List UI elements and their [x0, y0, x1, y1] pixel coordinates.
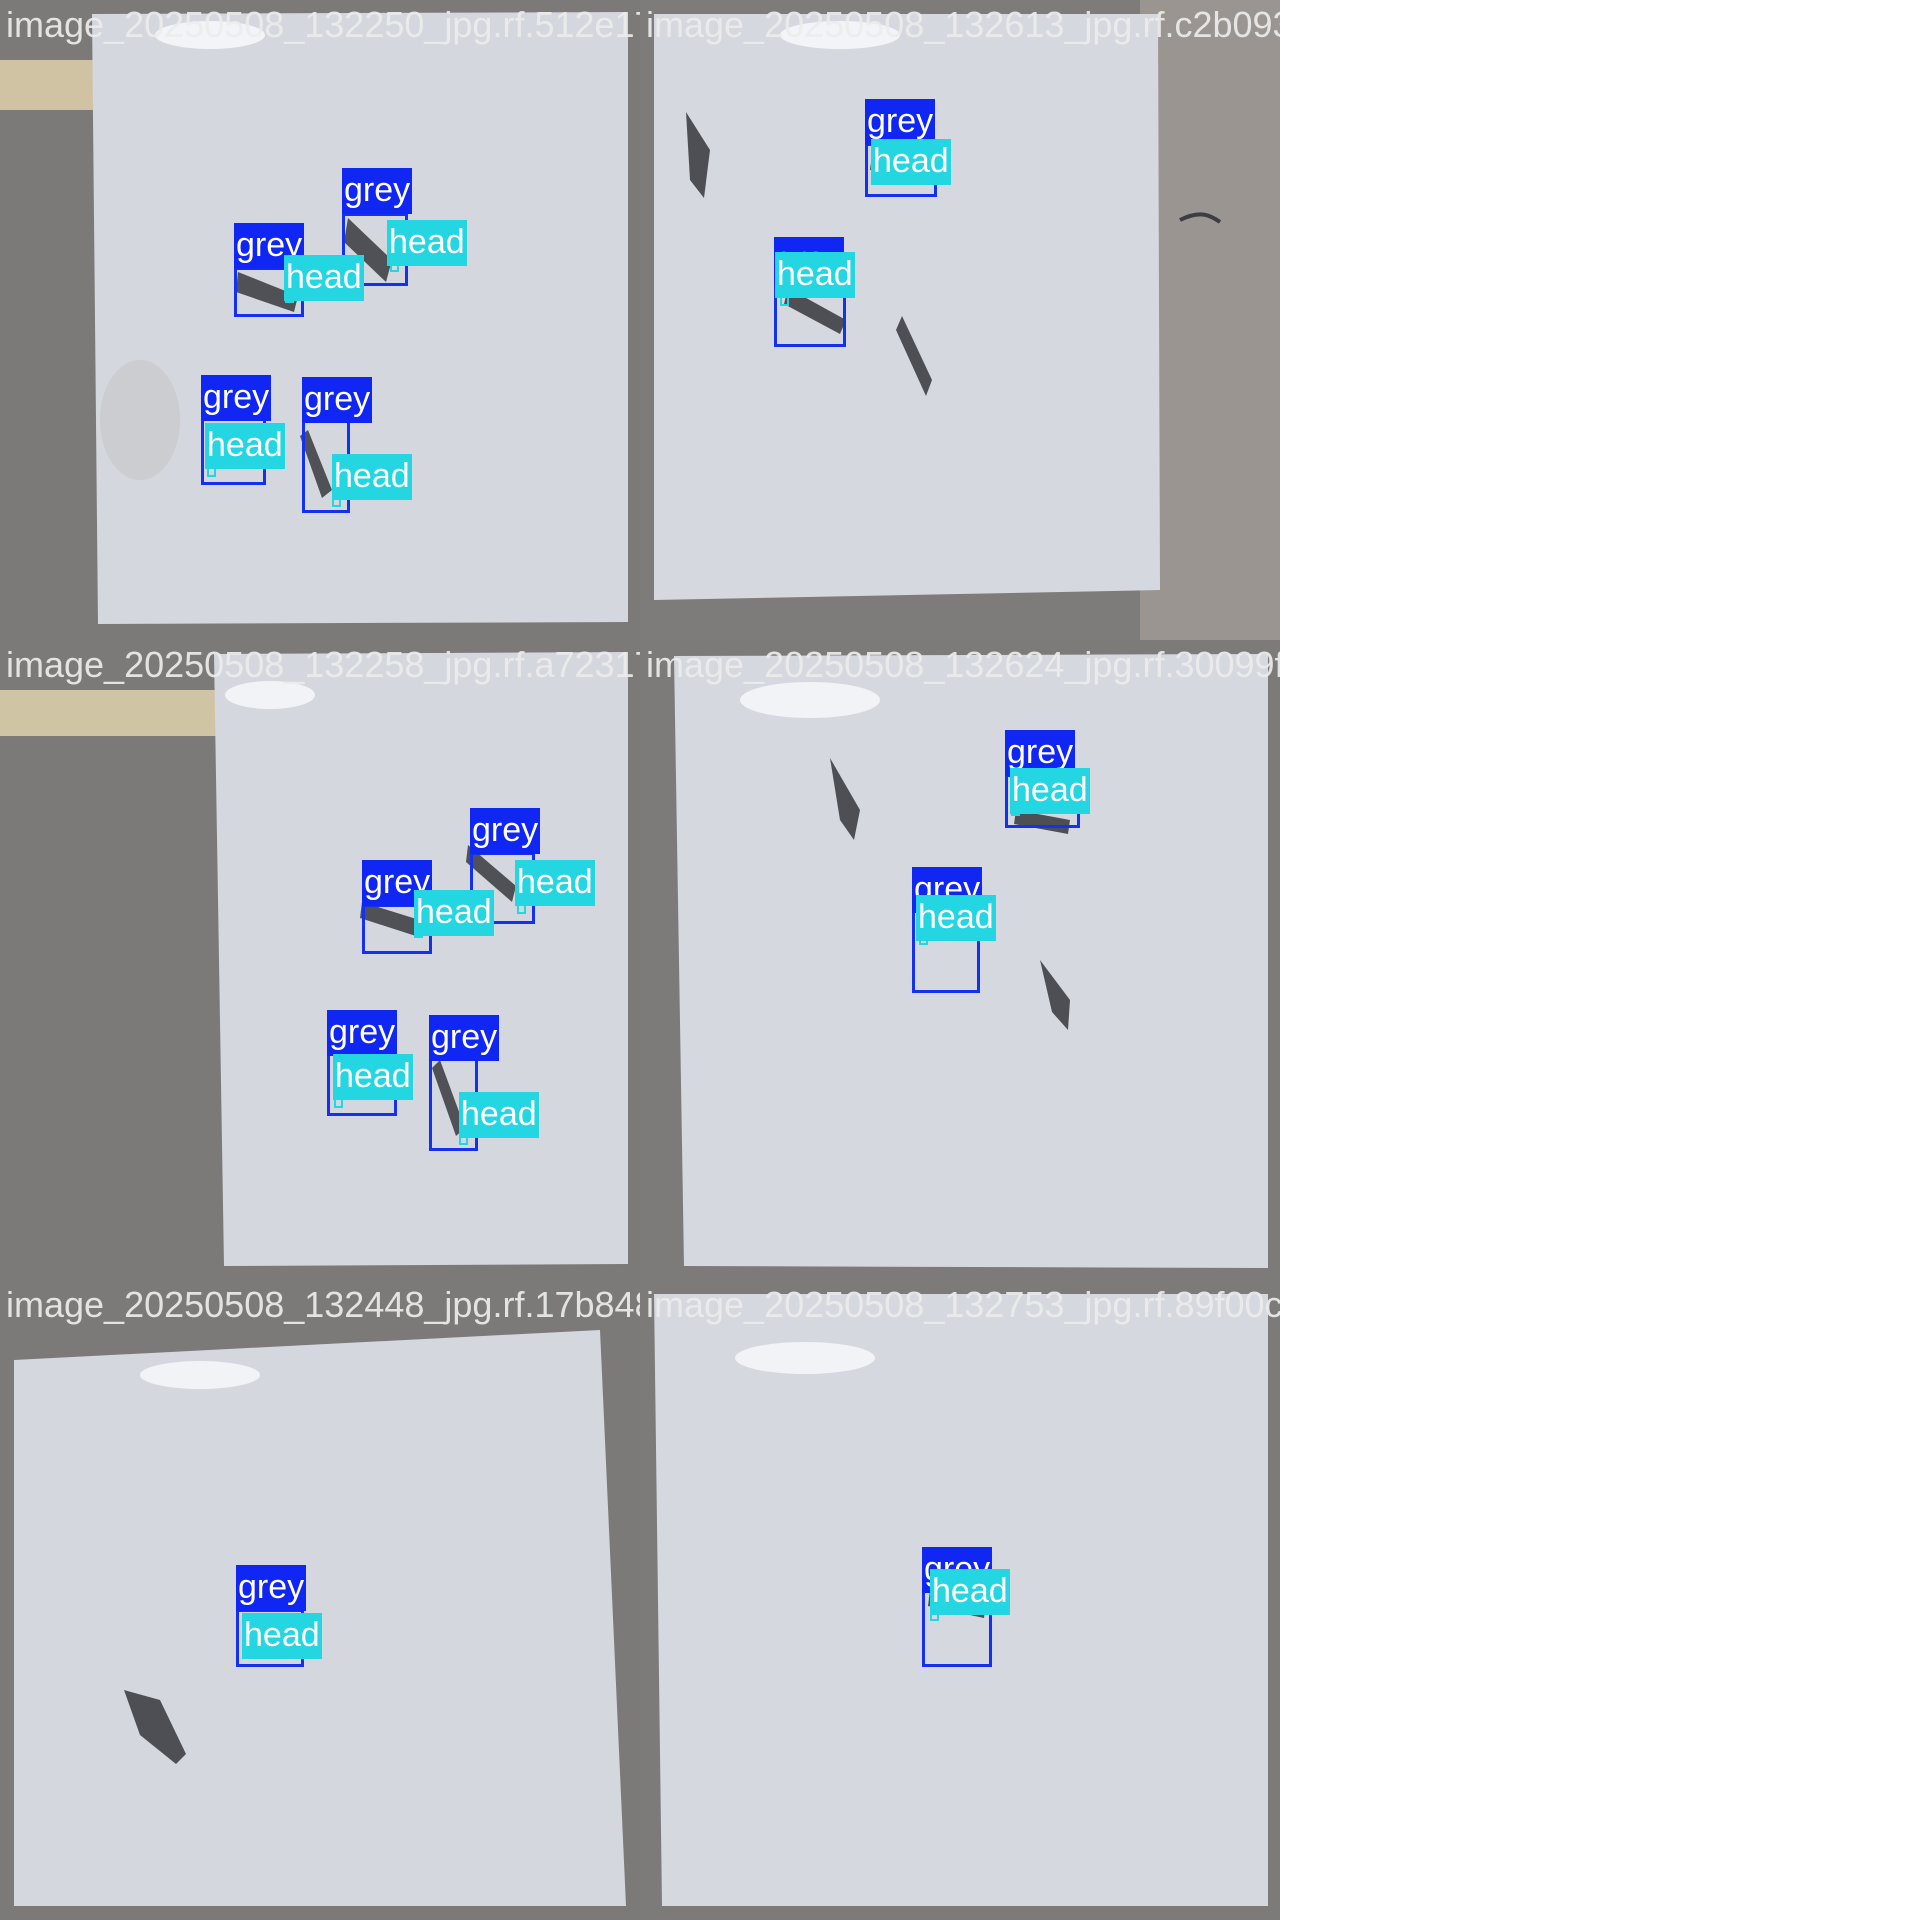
head-label: head: [775, 252, 855, 298]
head-label: head: [871, 139, 951, 185]
image-filename: image_20250508_132448_jpg.rf.17b848544d3: [6, 1284, 640, 1325]
head-label: head: [332, 454, 412, 500]
head-label: head: [515, 860, 595, 906]
image-tile: image_20250508_132258_jpg.rf.a723174f257…: [0, 640, 640, 1280]
image-filename: image_20250508_132753_jpg.rf.89f00cd9b5a: [646, 1284, 1280, 1325]
image-tile: image_20250508_132250_jpg.rf.512e174ffe …: [0, 0, 640, 640]
grey-label: grey: [342, 168, 413, 214]
scene-photo: [640, 0, 1280, 640]
grey-label: grey: [234, 223, 305, 269]
scene-photo: [640, 640, 1280, 1280]
grey-label: grey: [302, 377, 373, 423]
scene-photo: [0, 640, 640, 1280]
image-tile: image_20250508_132613_jpg.rf.c2b09318839…: [640, 0, 1280, 640]
scene-photo: [0, 0, 640, 640]
image-filename: image_20250508_132613_jpg.rf.c2b09318839: [646, 4, 1280, 45]
grey-label: grey: [362, 860, 433, 906]
head-label: head: [205, 423, 285, 469]
head-label: head: [414, 890, 494, 936]
grey-label: grey: [201, 375, 272, 421]
head-label: head: [284, 255, 364, 301]
head-label: head: [916, 895, 996, 941]
grey-label: grey: [865, 99, 936, 145]
image-filename: image_20250508_132624_jpg.rf.30099fe820e: [646, 644, 1280, 685]
head-label: head: [930, 1569, 1010, 1615]
head-label: head: [459, 1092, 539, 1138]
head-label: head: [1010, 768, 1090, 814]
scene-photo: [0, 1280, 640, 1920]
grey-label: grey: [327, 1010, 398, 1056]
grey-label: grey: [236, 1565, 307, 1611]
image-tile: image_20250508_132753_jpg.rf.89f00cd9b5a…: [640, 1280, 1280, 1920]
image-filename: image_20250508_132250_jpg.rf.512e174ffe: [6, 4, 640, 45]
image-tile: image_20250508_132624_jpg.rf.30099fe820e…: [640, 640, 1280, 1280]
image-filename: image_20250508_132258_jpg.rf.a723174f257: [6, 644, 640, 685]
grey-label: grey: [470, 808, 541, 854]
head-label: head: [242, 1613, 322, 1659]
image-tile: image_20250508_132448_jpg.rf.17b848544d3…: [0, 1280, 640, 1920]
head-label: head: [387, 220, 467, 266]
head-label: head: [333, 1054, 413, 1100]
grey-label: grey: [429, 1015, 500, 1061]
